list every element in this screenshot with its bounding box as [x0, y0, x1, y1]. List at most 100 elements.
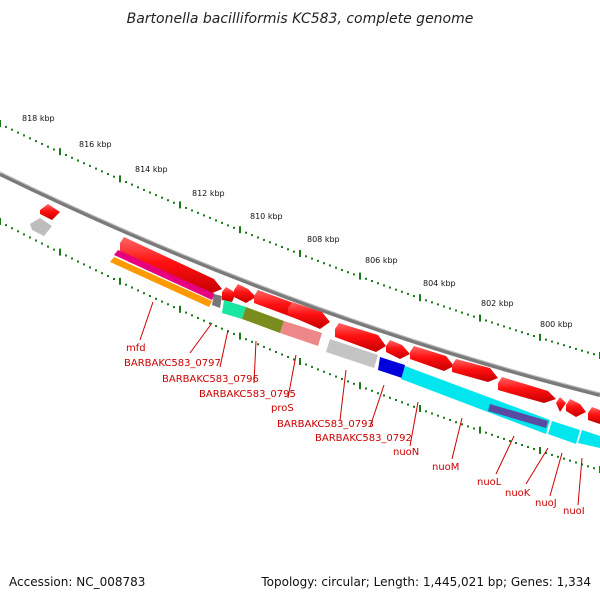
gene-label-barbakc583-0796[interactable]: BARBAKC583_0796	[162, 374, 259, 385]
scale-label-802: 802 kbp	[481, 299, 514, 308]
scale-minor-tick	[455, 421, 457, 424]
cds-arrow[interactable]	[498, 377, 556, 403]
scale-minor-tick	[407, 403, 409, 406]
scale-minor-tick	[41, 142, 43, 145]
scale-minor-tick	[107, 173, 109, 175]
scale-minor-tick	[377, 282, 379, 285]
blue-band[interactable]	[378, 357, 405, 378]
scale-minor-tick	[365, 277, 367, 280]
cyan-band[interactable]	[548, 421, 580, 444]
scale-minor-tick	[311, 365, 313, 368]
scale-minor-tick	[305, 363, 307, 366]
cds-arrow[interactable]	[120, 237, 222, 294]
scale-minor-tick	[263, 345, 265, 348]
scale-major-tick	[479, 426, 481, 434]
scale-minor-tick	[149, 191, 151, 194]
scale-minor-tick	[11, 128, 13, 131]
scale-minor-tick	[245, 231, 247, 234]
magenta-band[interactable]	[114, 250, 215, 300]
scale-minor-tick	[221, 327, 223, 330]
salmon-band[interactable]	[280, 321, 322, 346]
scale-minor-tick	[209, 322, 211, 325]
scale-minor-tick	[89, 164, 91, 167]
olive-band[interactable]	[242, 307, 284, 333]
scale-minor-tick	[533, 448, 535, 450]
teal-band[interactable]	[222, 300, 246, 319]
scale-minor-tick	[155, 297, 157, 300]
scale-minor-tick	[143, 188, 145, 191]
dark-grey-block[interactable]	[212, 294, 222, 308]
scale-minor-tick	[497, 323, 499, 326]
scale-minor-tick	[89, 266, 91, 269]
cds-arrow[interactable]	[556, 397, 566, 412]
gene-label-barbakc583-0797[interactable]: BARBAKC583_0797	[124, 358, 221, 369]
scale-minor-tick	[527, 333, 529, 336]
gene-label-nuok[interactable]: nuoK	[505, 488, 531, 499]
scale-minor-tick	[323, 262, 325, 265]
scale-minor-tick	[113, 278, 115, 280]
scale-minor-tick	[413, 405, 415, 408]
cds-arrow[interactable]	[588, 407, 600, 424]
scale-label-814: 814 kbp	[135, 165, 168, 174]
scale-minor-tick	[113, 175, 115, 178]
cds-arrow[interactable]	[566, 399, 586, 417]
map-title: Bartonella bacilliformis KC583, complete…	[127, 11, 474, 27]
scale-label-800: 800 kbp	[540, 320, 573, 329]
scale-minor-tick	[77, 159, 79, 162]
scale-minor-tick	[245, 338, 247, 341]
scale-minor-tick	[161, 196, 163, 199]
scale-minor-tick	[287, 248, 289, 251]
scale-minor-tick	[11, 227, 13, 230]
gene-label-nuol[interactable]: nuoL	[477, 477, 502, 488]
cds-arrow[interactable]	[335, 323, 386, 352]
scale-minor-tick	[485, 431, 487, 434]
scale-major-tick	[479, 314, 481, 322]
scale-minor-tick	[185, 206, 187, 209]
cds-arrow[interactable]	[288, 302, 330, 329]
gene-label-nuoj[interactable]: nuoJ	[535, 498, 557, 509]
scale-minor-tick	[227, 224, 229, 227]
scale-major-tick	[179, 305, 181, 313]
gene-label-mfd[interactable]: mfd	[126, 343, 146, 354]
label-leaders	[139, 301, 583, 506]
gene-label-barbakc583-0795[interactable]: BARBAKC583_0795	[199, 389, 296, 400]
scale-minor-tick	[593, 353, 595, 356]
gene-label-barbakc583-0793[interactable]: BARBAKC583_0793	[277, 419, 374, 430]
scale-major-tick	[419, 294, 421, 302]
gene-label-nuom[interactable]: nuoM	[432, 462, 459, 473]
cds-arrow[interactable]	[386, 340, 410, 359]
cds-arrow[interactable]	[222, 287, 236, 302]
scale-minor-tick	[461, 423, 463, 426]
scale-minor-tick	[29, 137, 31, 140]
scale-minor-tick	[431, 301, 433, 304]
scale-minor-tick	[131, 286, 133, 289]
gene-label-nuoi[interactable]: nuoI	[563, 506, 585, 517]
gene-label-nuon[interactable]: nuoN	[393, 447, 419, 458]
scale-minor-tick	[461, 311, 463, 314]
scale-minor-tick	[269, 348, 271, 351]
orange-band[interactable]	[110, 257, 212, 307]
scale-minor-tick	[95, 269, 97, 272]
accession-text: Accession: NC_008783	[9, 575, 145, 589]
scale-minor-tick	[563, 457, 565, 460]
gene-label-pros[interactable]: proS	[271, 403, 294, 414]
light-grey-band[interactable]	[326, 339, 378, 368]
cds-arrow[interactable]	[234, 284, 256, 303]
purple-band[interactable]	[488, 404, 548, 428]
scale-minor-tick	[35, 140, 37, 143]
scale-minor-tick	[41, 242, 43, 245]
scale-minor-tick	[29, 236, 31, 239]
scale-minor-tick	[155, 194, 157, 197]
grey-feature[interactable]	[30, 218, 52, 236]
cyan-band[interactable]	[578, 430, 600, 448]
cds-arrow[interactable]	[410, 346, 454, 371]
scale-minor-tick	[83, 162, 85, 165]
scale-minor-tick	[287, 356, 289, 358]
scale-minor-tick	[137, 289, 139, 292]
gene-label-barbakc583-0792[interactable]: BARBAKC583_0792	[315, 433, 412, 444]
scale-minor-tick	[167, 303, 169, 306]
scale-minor-tick	[425, 299, 427, 302]
scale-label-804: 804 kbp	[423, 279, 456, 288]
cds-arrow[interactable]	[452, 359, 498, 382]
cds-arrow[interactable]	[40, 204, 60, 220]
